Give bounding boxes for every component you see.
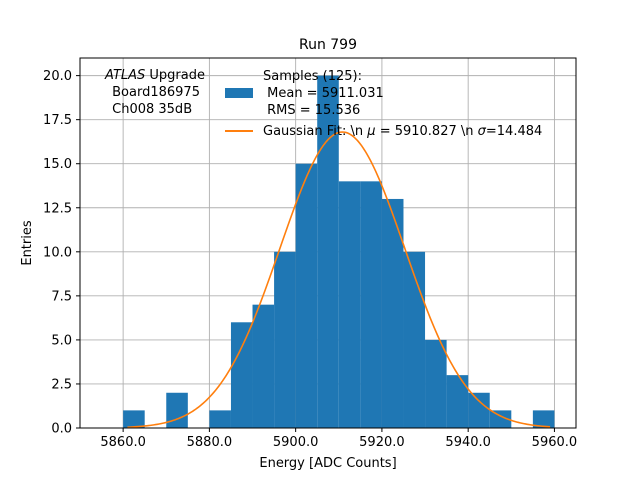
annotation-line-2: Board186975	[108, 85, 200, 100]
histogram-bar	[446, 375, 469, 428]
annotation-line-1: ATLAS Upgrade	[104, 68, 205, 83]
y-tick-label: 5.0	[51, 333, 72, 348]
plot-frame	[79, 57, 577, 429]
histogram-bar	[209, 410, 231, 428]
x-tick-label: 5860.0	[100, 435, 146, 450]
histogram-bar	[317, 75, 339, 428]
histogram-bar	[381, 198, 404, 428]
x-tick-label: 5920.0	[359, 435, 405, 450]
axis-ticks: 5860.0 5880.0 5900.0 5920.0 5940.0 5960.0 0.0 2…	[43, 69, 577, 450]
histogram-bar	[252, 304, 275, 428]
histogram-bar	[489, 410, 512, 428]
histogram-bar	[468, 392, 490, 428]
y-tick-label: 17.5	[43, 113, 72, 128]
legend-histogram-line-1: Samples (125):	[263, 69, 362, 84]
y-tick-label: 0.0	[51, 422, 72, 437]
histogram-bar	[403, 251, 426, 428]
legend-histogram-line-2: Mean = 5911.031	[263, 86, 384, 101]
x-tick-label: 5960.0	[532, 435, 578, 450]
legend-fit-label: Gaussian Fit: \n μ = 5910.827 \n σ=14.48…	[263, 124, 542, 139]
annotation-atlas: ATLAS	[104, 68, 145, 83]
histogram-bar	[532, 410, 555, 428]
y-axis-title: Entries	[20, 220, 35, 266]
histogram-bar	[274, 251, 296, 428]
atlas-annotation: ATLAS Upgrade Board186975 Ch008 35dB	[104, 68, 205, 117]
histogram-bar	[123, 410, 145, 428]
histogram-bar	[230, 322, 253, 428]
histogram-bar	[360, 181, 382, 428]
y-tick-label: 15.0	[43, 157, 72, 172]
legend-fit-sigma-symbol: σ	[478, 124, 487, 139]
chart-title: Run 799	[299, 37, 357, 53]
legend-fit-mu-value: = 5910.827 \n	[376, 124, 478, 139]
histogram-bar	[295, 163, 318, 428]
y-tick-label: 10.0	[43, 245, 72, 260]
gaussian-fit	[127, 131, 551, 428]
x-tick-label: 5880.0	[187, 435, 233, 450]
histogram-bars	[123, 75, 555, 428]
legend-fit-mu-symbol: μ	[366, 124, 375, 139]
annotation-line-3: Ch008 35dB	[108, 102, 192, 117]
x-tick-label: 5900.0	[273, 435, 319, 450]
x-tick-label: 5940.0	[445, 435, 491, 450]
y-tick-label: 20.0	[43, 69, 72, 84]
y-tick-label: 12.5	[43, 201, 72, 216]
legend-histogram-patch	[225, 88, 253, 98]
y-tick-label: 7.5	[51, 289, 72, 304]
legend: Samples (125): Mean = 5911.031 RMS = 15.…	[225, 69, 542, 139]
histogram-bar	[166, 392, 188, 428]
histogram-bar	[338, 181, 361, 428]
histogram-bar	[425, 339, 447, 428]
x-axis-title: Energy [ADC Counts]	[259, 456, 396, 471]
gaussian-fit-curve	[127, 131, 551, 428]
y-tick-label: 2.5	[51, 377, 72, 392]
legend-fit-prefix: Gaussian Fit: \n	[263, 124, 367, 139]
legend-histogram-line-3: RMS = 15.536	[263, 103, 360, 118]
legend-fit-sigma-value: =14.484	[486, 124, 542, 139]
annotation-upgrade: Upgrade	[145, 68, 205, 83]
